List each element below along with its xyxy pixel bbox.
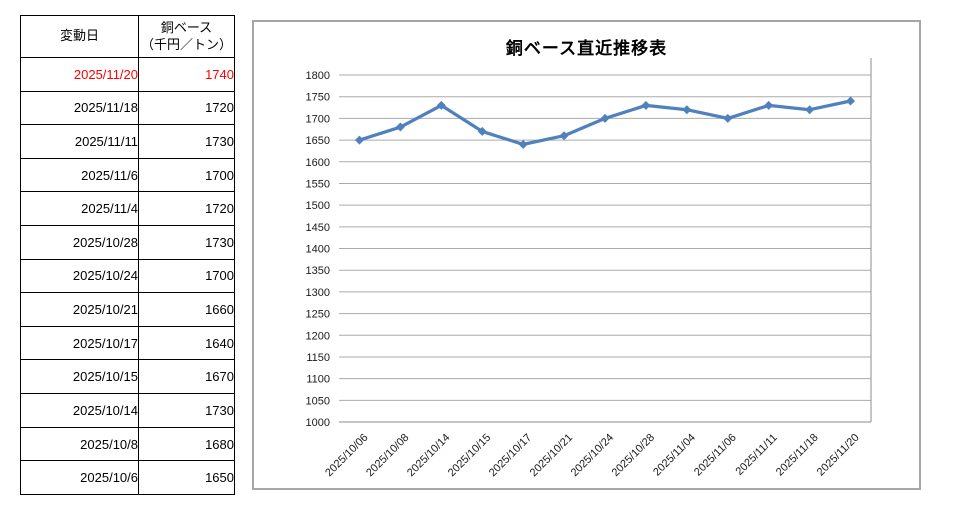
y-tick-label: 1000 [306,417,330,429]
y-tick-label: 1450 [306,222,330,234]
table-row: 2025/10/17 1640 [20,325,235,361]
y-tick-label: 1800 [306,70,330,82]
y-tick-label: 1100 [306,374,330,386]
table-row: 2025/11/4 1720 [20,191,235,227]
y-tick-label: 1600 [306,157,330,169]
x-tick-label: 2025/10/28 [610,432,657,479]
y-tick-label: 1250 [306,309,330,321]
value-cell[interactable]: 1730 [138,393,235,428]
y-tick-label: 1200 [306,330,330,342]
table-row: 2025/10/24 1700 [20,258,235,294]
value-cell[interactable]: 1680 [138,426,235,462]
y-tick-label: 1150 [306,352,330,364]
table-row: 2025/10/6 1650 [20,460,235,495]
value-cell[interactable]: 1730 [138,124,235,159]
data-point-marker [518,139,528,149]
data-point-marker [395,122,405,132]
data-point-marker [764,100,774,110]
chart-title: 銅ベース直近推移表 [505,39,668,58]
date-cell[interactable]: 2025/10/6 [20,460,139,495]
x-tick-label: 2025/11/11 [734,432,780,478]
trend-chart[interactable]: 銅ベース直近推移表 1000 1050 1100 1150 1200 1250 1300 13… [252,20,921,490]
date-cell[interactable]: 2025/10/14 [20,393,139,428]
date-cell[interactable]: 2025/10/15 [20,359,139,395]
y-tick-label: 1650 [306,135,330,147]
value-cell[interactable]: 1720 [138,90,235,126]
table-row: 2025/10/28 1730 [20,225,235,260]
y-tick-label: 1700 [306,113,330,125]
date-cell[interactable]: 2025/10/24 [20,258,139,294]
data-point-marker [682,105,692,115]
date-cell[interactable]: 2025/11/18 [20,90,139,126]
date-column-header: 変動日 [20,15,139,58]
x-tick-label: 2025/10/08 [364,432,411,479]
table-row: 2025/10/14 1730 [20,393,235,428]
data-point-marker [723,113,733,123]
table-row: 2025/10/8 1680 [20,426,235,462]
value-cell[interactable]: 1730 [138,225,235,260]
x-tick-label: 2025/11/20 [815,432,862,479]
trend-chart-svg: 1000 1050 1100 1150 1200 1250 1300 1350 1400 1450… [306,58,872,479]
table-row: 2025/10/15 1670 [20,359,235,395]
date-cell[interactable]: 2025/11/11 [20,124,139,159]
table-row: 2025/10/21 1660 [20,292,235,327]
data-point-marker [436,100,446,110]
date-cell[interactable]: 2025/11/20 [20,57,139,92]
table-row: 2025/11/18 1720 [20,90,235,126]
table-row: 2025/11/20 1740 [20,57,235,92]
price-column-header-line1: 銅ベース [160,20,213,36]
y-tick-label: 1300 [306,287,330,299]
y-tick-label: 1550 [306,178,330,190]
value-cell[interactable]: 1660 [138,292,235,327]
x-tick-label: 2025/10/06 [323,432,370,479]
date-cell[interactable]: 2025/10/28 [20,225,139,260]
data-point-marker [559,131,569,141]
data-point-marker [641,100,651,110]
date-cell[interactable]: 2025/11/6 [20,157,139,193]
y-tick-label: 1050 [306,395,330,407]
x-tick-label: 2025/10/15 [446,432,493,479]
data-point-marker [846,96,856,106]
date-cell[interactable]: 2025/10/8 [20,426,139,462]
value-cell[interactable]: 1700 [138,157,235,193]
y-tick-label: 1350 [306,265,330,277]
price-table-body: 2025/11/20 1740 2025/11/18 1720 2025/11/11 17… [20,57,235,495]
date-cell[interactable]: 2025/10/17 [20,325,139,361]
gridlines [339,74,871,423]
x-tick-label: 2025/11/04 [651,432,698,479]
value-cell[interactable]: 1650 [138,460,235,495]
value-cell[interactable]: 1640 [138,325,235,361]
price-column-header: 銅ベース （千円／トン） [138,15,235,58]
value-cell[interactable]: 1720 [138,191,235,227]
table-header-row: 変動日 銅ベース （千円／トン） [20,15,235,58]
y-axis-labels: 1000 1050 1100 1150 1200 1250 1300 1350 1400 1450… [306,70,330,429]
table-row: 2025/11/11 1730 [20,124,235,159]
data-point-marker [477,126,487,136]
x-tick-label: 2025/10/17 [487,432,534,479]
x-tick-label: 2025/10/24 [569,432,616,479]
x-tick-label: 2025/10/21 [528,432,575,479]
data-point-marker [354,135,364,145]
y-tick-label: 1750 [306,92,330,104]
y-tick-label: 1500 [306,200,330,212]
y-tick-label: 1400 [306,244,330,256]
price-column-header-line2: （千円／トン） [140,36,232,52]
x-tick-label: 2025/11/18 [774,432,821,479]
table-row: 2025/11/6 1700 [20,157,235,193]
x-tick-label: 2025/11/06 [692,432,739,479]
x-tick-label: 2025/10/14 [405,432,452,479]
data-point-marker [805,105,815,115]
price-table: 変動日 銅ベース （千円／トン） 2025/11/20 1740 2025/11/1… [20,15,235,495]
x-axis-labels: 2025/10/062025/10/082025/10/142025/10/15… [323,432,861,479]
series-markers [354,96,856,149]
date-cell[interactable]: 2025/10/21 [20,292,139,327]
value-cell[interactable]: 1670 [138,359,235,395]
value-cell[interactable]: 1740 [138,57,235,92]
value-cell[interactable]: 1700 [138,258,235,294]
date-cell[interactable]: 2025/11/4 [20,191,139,227]
data-point-marker [600,113,610,123]
